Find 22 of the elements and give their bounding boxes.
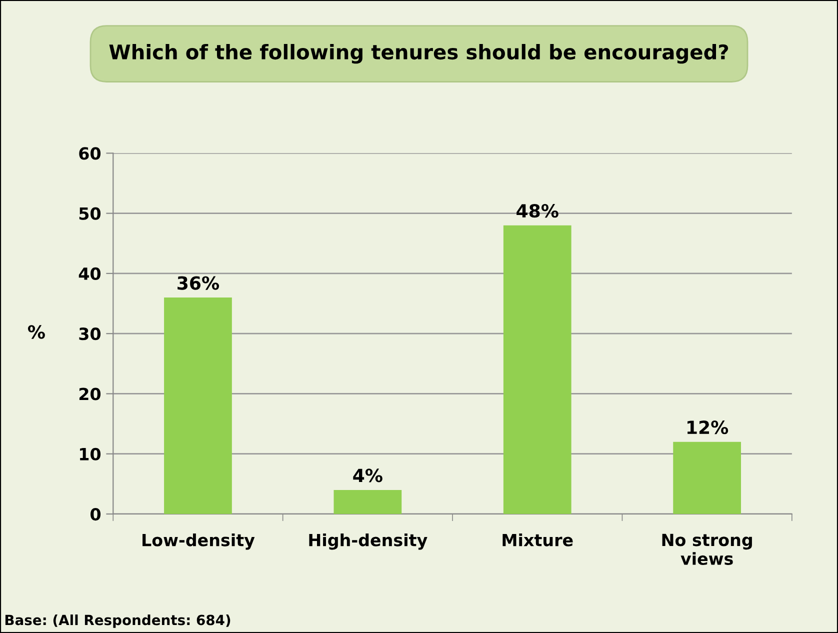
y-tick-label: 10: [80, 448, 101, 460]
y-axis-title: %: [28, 325, 45, 339]
data-label: 36%: [178, 276, 220, 290]
data-label: 48%: [516, 204, 558, 218]
bar: [164, 298, 232, 514]
data-label: 4%: [353, 468, 382, 482]
bar: [334, 490, 402, 514]
chart-title: Which of the following tenures should be encouraged?: [109, 44, 728, 64]
y-tick-label: 60: [79, 147, 101, 160]
y-tick-label: 20: [79, 388, 101, 400]
x-tick-label: High-density: [309, 533, 428, 550]
data-label: 12%: [687, 420, 728, 434]
bar: [673, 442, 741, 514]
x-tick-label: Mixture: [502, 533, 573, 546]
text: Base: (All Respondents: 684): [5, 614, 230, 628]
y-tick-label: 0: [90, 508, 101, 521]
bar: [503, 225, 572, 514]
y-tick-label: 50: [79, 207, 101, 220]
x-tick-label: Low-density: [142, 533, 255, 550]
y-tick-label: 40: [78, 267, 101, 280]
y-tick-label: 30: [79, 328, 101, 340]
x-tick-label: No strong views: [662, 534, 752, 566]
